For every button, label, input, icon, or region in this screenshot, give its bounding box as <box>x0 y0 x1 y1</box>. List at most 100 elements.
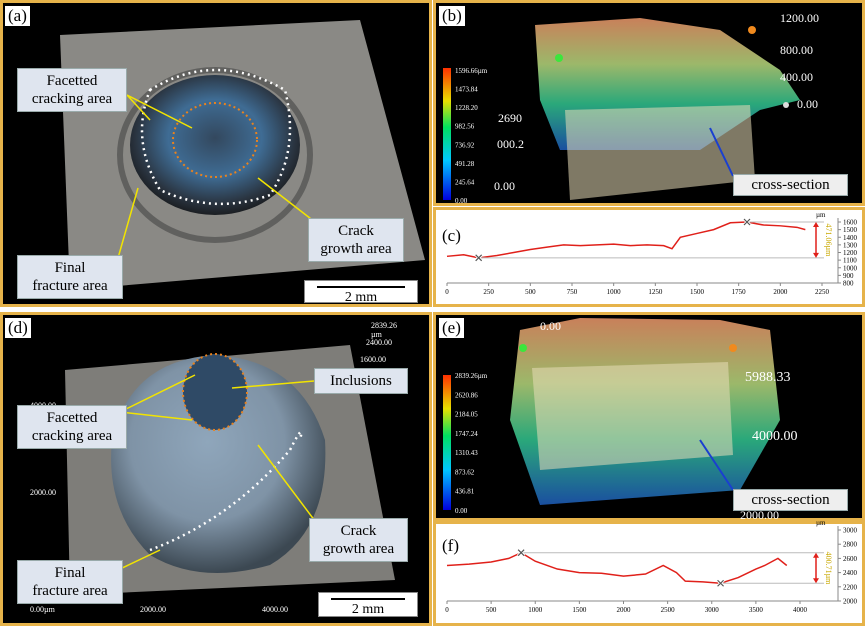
callout: Crack growth area <box>308 218 404 262</box>
panel-c <box>433 207 865 307</box>
axis-label: 800.00 <box>780 43 813 57</box>
outline <box>172 102 258 178</box>
callout: Inclusions <box>314 368 408 394</box>
arrows <box>117 94 316 259</box>
axis-label: 2690 <box>498 111 522 125</box>
axis-label: 5988.33 <box>745 370 791 385</box>
y-tick-label: 2400 <box>843 569 858 577</box>
y-tick-label: 2800 <box>843 541 858 549</box>
callout: cross-section <box>733 489 848 511</box>
colorbar-label: 1747.24 <box>455 430 478 438</box>
x-tick-label: 0 <box>445 288 449 296</box>
colorbar-label: 491.28 <box>455 160 475 168</box>
unit: µm <box>816 519 826 527</box>
colorbar-label: 736.92 <box>455 141 475 149</box>
y-tick-label: 1300 <box>843 241 858 249</box>
x-tick-label: 1000 <box>607 288 622 296</box>
fracture <box>130 75 300 215</box>
axis-label: 4000.00 <box>752 429 798 444</box>
panel-label: (d) <box>5 318 31 338</box>
axis-label: 1600.00 <box>360 355 386 364</box>
callout: Crack growth area <box>309 518 408 562</box>
colorbar-label: 1596.66µm <box>455 67 488 75</box>
colorbar-label: 1310.43 <box>455 449 478 457</box>
colorbar-label: 2620.86 <box>455 391 478 399</box>
x-tick-label: 4000 <box>793 606 808 614</box>
axis-label: 2000.00 <box>30 488 56 497</box>
y-tick-label: 3000 <box>843 527 858 535</box>
x-tick-label: 0 <box>445 606 449 614</box>
profile-line <box>446 551 788 585</box>
callout: Facetted cracking area <box>17 405 127 449</box>
panel-label: (e) <box>439 318 464 338</box>
colorbar-label: 0.00 <box>455 507 468 515</box>
colorbar-label: 245.64 <box>455 178 475 186</box>
marker <box>475 254 483 262</box>
axis-label: 2839.26 µm <box>371 321 397 339</box>
y-tick-label: 800 <box>843 280 854 288</box>
annotation: 471.06µm <box>824 223 833 257</box>
colorbar-label: 873.62 <box>455 468 475 476</box>
panel-f <box>433 521 865 626</box>
panel-label: (a) <box>5 6 30 26</box>
x-tick-label: 750 <box>567 288 578 296</box>
x-tick-label: 3000 <box>705 606 720 614</box>
x-tick-label: 1500 <box>572 606 587 614</box>
panel-label: (b) <box>439 6 465 26</box>
x-tick-label: 1250 <box>648 288 663 296</box>
colorbar-label: 436.81 <box>455 488 475 496</box>
x-tick-label: 2500 <box>661 606 676 614</box>
y-tick-label: 1200 <box>843 249 858 257</box>
x-tick-label: 1500 <box>690 288 705 296</box>
colorbar-label: 1228.20 <box>455 104 478 112</box>
axis-label: 0.00 <box>797 97 818 111</box>
callout: Final fracture area <box>17 255 123 299</box>
axis-label: 000.2 <box>497 137 524 151</box>
y-tick-label: 1000 <box>843 264 858 272</box>
colorbar-label: 2839.26µm <box>455 372 488 380</box>
annotation: 400.71µm <box>824 552 833 586</box>
fracture <box>111 355 326 573</box>
cross-plane <box>565 105 755 200</box>
panel-label: (f) <box>442 536 459 555</box>
panel-label: (c) <box>442 226 461 245</box>
y-tick-label: 1500 <box>843 226 858 234</box>
y-tick-label: 1400 <box>843 234 858 242</box>
scale-bar: 2 mm <box>318 592 418 617</box>
callout: Final fracture area <box>17 560 123 604</box>
axis-label: 0.00 <box>540 319 561 333</box>
x-tick-label: 500 <box>486 606 497 614</box>
scale-bar: 2 mm <box>304 280 418 305</box>
x-tick-label: 2000 <box>773 288 788 296</box>
marker <box>743 218 751 226</box>
x-tick-label: 500 <box>525 288 536 296</box>
y-tick-label: 2000 <box>843 598 858 606</box>
colorbar <box>443 375 451 510</box>
outline <box>140 68 292 206</box>
outline <box>182 353 248 431</box>
colorbar-label: 0.00 <box>455 197 468 205</box>
axis-label: 2000.00 <box>740 508 779 522</box>
colorbar <box>443 68 451 200</box>
x-tick-label: 2250 <box>815 288 830 296</box>
x-tick-label: 3500 <box>749 606 764 614</box>
axis-label: 4000.00 <box>262 605 288 614</box>
arrows <box>117 374 319 571</box>
y-tick-label: 2600 <box>843 555 858 563</box>
colorbar-label: 1473.84 <box>455 86 478 94</box>
cross-plane <box>532 362 733 470</box>
axis-label: 0.00µm <box>30 605 56 614</box>
x-tick-label: 1750 <box>732 288 747 296</box>
axis-label: 1200.00 <box>780 11 819 25</box>
x-tick-label: 250 <box>483 288 494 296</box>
colorbar-label: 982.56 <box>455 123 475 131</box>
colorbar-label: 2184.05 <box>455 411 478 419</box>
y-tick-label: 1600 <box>843 219 858 227</box>
axis-label: 2400.00 <box>366 338 392 347</box>
callout: cross-section <box>733 174 848 196</box>
axis-label: 0.00 <box>494 179 515 193</box>
x-tick-label: 2000 <box>617 606 632 614</box>
y-tick-label: 2200 <box>843 583 858 591</box>
